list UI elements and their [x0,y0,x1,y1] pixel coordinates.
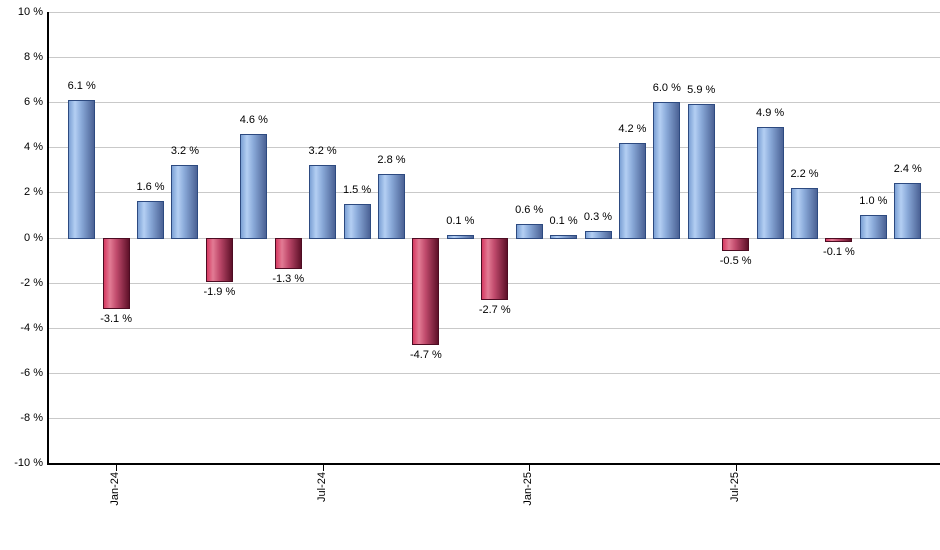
bar-value-label: 2.2 % [790,167,819,180]
bar-positive [137,201,165,240]
gridline [49,373,940,374]
bar-positive [791,187,819,240]
gridline [49,147,940,148]
bar-positive [240,133,268,240]
bar-value-label: 3.2 % [308,145,337,158]
bar-value-label: 0.1 % [549,215,578,228]
y-axis-tick-label: -8 % [20,412,43,424]
gridline [49,57,940,58]
bar-value-label: -1.9 % [203,286,236,299]
y-axis-tick-label: -10 % [14,457,43,469]
bar-value-label: 2.4 % [893,163,922,176]
bar-positive [894,183,922,240]
y-axis-tick-label: -4 % [20,322,43,334]
bar-value-label: 0.6 % [515,203,544,216]
bar-negative [825,237,853,242]
y-axis-tick-label: 8 % [24,51,43,63]
x-axis-tick-label: Jul-25 [728,472,741,502]
gridline [49,418,940,419]
x-axis-tick-label: Jul-24 [315,472,328,502]
bar-negative [412,237,440,346]
y-axis-line [47,12,49,465]
bar-value-label: 2.8 % [377,154,406,167]
bar-value-label: -0.5 % [719,254,752,267]
x-axis-tick-label: Jan-25 [522,472,535,506]
y-axis-tick-label: -2 % [20,277,43,289]
bar-value-label: 0.3 % [583,210,613,223]
bar-value-label: 0.1 % [446,215,475,228]
bar-value-label: -1.3 % [272,272,305,285]
y-axis-tick-label: 6 % [24,96,43,108]
bar-value-label: 6.0 % [652,82,681,95]
bar-positive [618,142,646,240]
gridline [49,328,940,329]
y-axis-tick-label: 4 % [24,141,43,153]
bar-positive [550,235,578,240]
bar-positive [756,127,784,240]
y-axis-tick-label: 10 % [17,6,43,18]
bar-negative [481,237,509,301]
bar-value-label: 5.9 % [687,84,716,97]
bar-value-label: -4.7 % [409,349,442,362]
y-axis-tick-label: 2 % [24,186,43,198]
gridline [49,12,940,13]
bar-positive [171,165,199,240]
x-axis-tick [323,465,324,471]
bar-positive [653,102,681,240]
bar-positive [515,223,543,240]
bar-value-label: 3.2 % [170,145,200,158]
bar-negative [102,237,130,310]
bar-positive [343,203,371,240]
x-axis-line [47,463,940,465]
y-axis-tick-label: 0 % [24,232,43,244]
bar-positive [687,104,715,240]
gridline [49,102,940,103]
x-axis-tick [736,465,737,471]
bar-positive [309,165,337,240]
y-axis-tick-label: -6 % [20,367,43,379]
bar-positive [859,214,887,240]
bar-value-label: -2.7 % [478,304,511,317]
bar-value-label: 4.6 % [239,113,268,126]
bar-value-label: 1.6 % [136,181,165,194]
bar-value-label: 1.5 % [342,183,372,196]
bar-positive [584,230,612,240]
bar-positive [68,99,96,240]
bar-negative [205,237,233,283]
x-axis-tick [529,465,530,471]
bar-value-label: 4.9 % [756,107,785,119]
x-axis-tick [116,465,117,471]
bar-value-label: 4.2 % [618,122,647,135]
x-axis-tick-label: Jan-24 [109,472,122,506]
bar-negative [722,237,750,251]
bar-value-label: 6.1 % [67,79,96,92]
bar-value-label: -3.1 % [100,313,132,326]
bar-positive [377,174,405,240]
bar-positive [446,235,474,240]
gridline [49,192,940,193]
bar-value-label: -0.1 % [823,245,855,258]
bar-negative [274,237,302,269]
bar-value-label: 1.0 % [859,194,888,207]
